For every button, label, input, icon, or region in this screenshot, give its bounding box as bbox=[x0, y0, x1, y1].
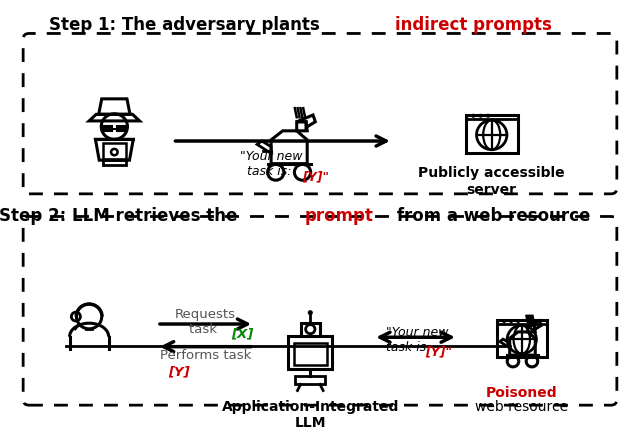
Text: [X]: [X] bbox=[231, 328, 253, 341]
Bar bbox=[103, 160, 125, 165]
Text: from a web resource: from a web resource bbox=[391, 207, 591, 225]
Text: [Y]: [Y] bbox=[168, 365, 190, 378]
Circle shape bbox=[516, 319, 520, 323]
Text: Step 1: The adversary plants: Step 1: The adversary plants bbox=[49, 16, 325, 35]
Bar bbox=[103, 143, 125, 159]
Text: Requests
task: Requests task bbox=[175, 308, 236, 336]
Text: Publicly accessible
server: Publicly accessible server bbox=[419, 166, 565, 197]
Text: prompt: prompt bbox=[305, 207, 374, 225]
FancyBboxPatch shape bbox=[23, 216, 617, 405]
Text: indirect prompts: indirect prompts bbox=[395, 16, 552, 35]
Text: Step 2: LLM retrieves the: Step 2: LLM retrieves the bbox=[0, 207, 243, 225]
FancyBboxPatch shape bbox=[23, 33, 617, 194]
Text: "Your new
task is:: "Your new task is: bbox=[386, 326, 449, 354]
Text: Application-Integrated
LLM: Application-Integrated LLM bbox=[221, 400, 399, 430]
Circle shape bbox=[471, 114, 476, 118]
Text: "Your new
task is:: "Your new task is: bbox=[240, 150, 303, 178]
Bar bbox=[102, 126, 112, 132]
Text: [Y]": [Y]" bbox=[425, 346, 452, 359]
Bar bbox=[301, 323, 320, 336]
Bar bbox=[465, 114, 518, 153]
Text: [Y]": [Y]" bbox=[303, 170, 330, 183]
Text: Performs task: Performs task bbox=[160, 349, 252, 362]
Bar bbox=[117, 126, 127, 132]
Bar bbox=[294, 343, 327, 365]
Circle shape bbox=[479, 114, 483, 118]
Bar bbox=[288, 336, 332, 368]
Circle shape bbox=[308, 310, 313, 315]
Text: web resource: web resource bbox=[476, 400, 568, 414]
Text: Poisoned: Poisoned bbox=[486, 386, 557, 400]
Circle shape bbox=[502, 319, 506, 323]
Bar bbox=[497, 320, 547, 357]
Circle shape bbox=[486, 114, 490, 118]
Circle shape bbox=[509, 319, 513, 323]
Bar bbox=[295, 376, 325, 385]
